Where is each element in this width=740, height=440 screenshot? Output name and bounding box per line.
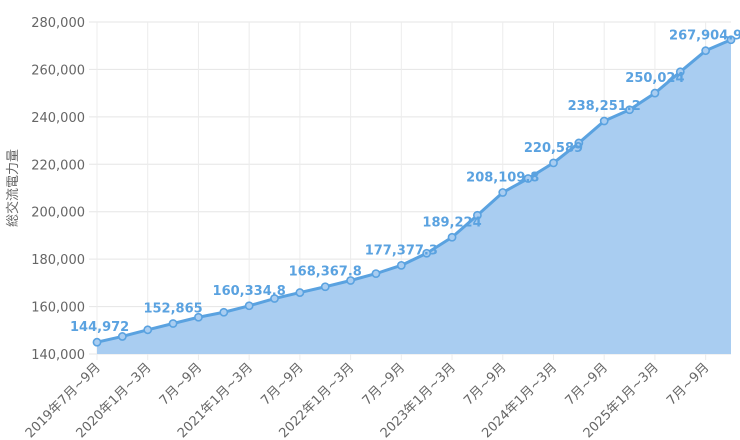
data-point [650,88,660,98]
data-point [295,288,305,297]
data-point [168,319,178,328]
y-axis-ticks: 140,000 160,000 180,000 200,000 220,000 240,0… [31,16,85,363]
x-tick-label: 7月~9月 [258,360,306,408]
data-point [320,282,330,292]
data-point [574,138,584,148]
y-tick-label: 180,000 [31,253,85,268]
data-point [472,210,482,220]
y-tick-label: 140,000 [31,348,85,363]
data-label: 238,251.2 [568,99,641,114]
x-tick-label: 7月~9月 [360,360,408,408]
data-point [447,232,457,242]
data-label: 250,024 [625,71,684,86]
data-points [92,35,736,347]
data-point [117,332,127,341]
data-labels: 144,972 152,865 160,334.8168,367.8177,377.… [70,29,740,336]
data-point [498,188,508,197]
data-point [346,276,355,285]
data-label: 168,367.8 [289,265,362,280]
x-tick-label: 7月~9月 [664,360,712,408]
data-point [726,35,736,45]
data-label: 208,109.8 [466,170,539,185]
data-point [599,116,609,126]
data-point [701,46,711,56]
data-point [549,158,558,168]
y-tick-label: 280,000 [31,16,85,31]
x-tick-label: 7月~9月 [157,360,205,408]
data-point [396,260,406,270]
data-point [371,269,381,279]
y-tick-label: 220,000 [31,158,85,173]
data-point [625,105,634,115]
y-tick-label: 160,000 [31,301,85,316]
data-label: 152,865 [143,301,202,316]
data-label: 144,972 [70,320,129,335]
data-label: 220,589 [524,141,583,156]
data-point [194,312,203,322]
x-tick-label: 7月~9月 [563,360,611,408]
y-tick-label: 260,000 [31,63,85,78]
data-point [270,294,279,303]
data-point [675,67,685,77]
data-point [523,174,533,183]
data-label: 160,334.8 [213,284,286,299]
data-label: 177,377.3 [365,243,438,258]
y-tick-label: 200,000 [31,206,85,221]
data-point [143,325,153,335]
x-tick-label: 7月~9月 [461,360,509,408]
data-point [244,301,254,311]
data-point [219,307,229,317]
data-point [92,337,102,347]
y-tick-label: 240,000 [31,111,85,126]
y-axis-label: 総交流電力量 [5,149,21,227]
data-label: 267,904.9 [669,29,740,44]
data-label: 189,224 [422,215,481,230]
data-point [422,248,432,258]
area-fill [97,39,731,354]
